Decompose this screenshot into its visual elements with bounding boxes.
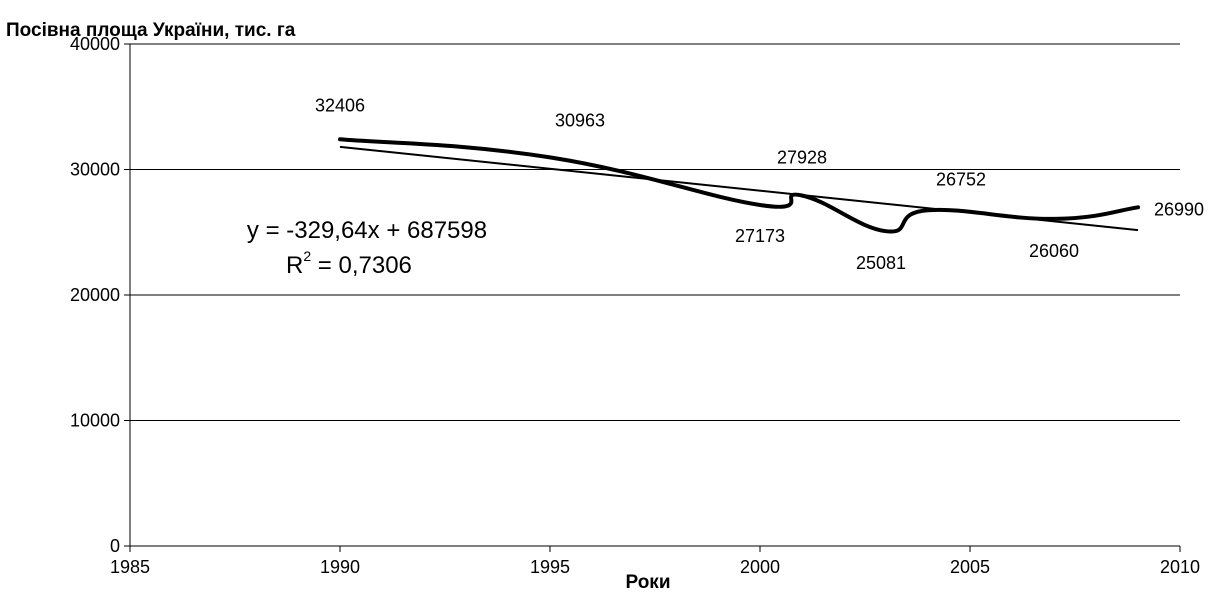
data-label-2007: 26060 — [1029, 241, 1079, 261]
data-label-1990: 32406 — [315, 95, 365, 115]
r2-exponent: 2 — [303, 248, 311, 264]
axes — [124, 43, 1181, 552]
data-label-2000: 27173 — [735, 226, 785, 246]
y-tick-label-20000: 20000 — [70, 285, 120, 305]
r2-value: = 0,7306 — [311, 252, 412, 279]
y-tick-label-0: 0 — [110, 536, 120, 556]
x-tick-label-1990: 1990 — [320, 557, 360, 577]
data-series — [338, 137, 1140, 234]
x-tick-label-2000: 2000 — [740, 557, 780, 577]
x-tick-labels: 1985 1990 1995 2000 2005 2010 — [110, 557, 1200, 577]
grid-lines — [130, 43, 1180, 421]
data-label-1995: 30963 — [555, 110, 605, 130]
y-tick-label-10000: 10000 — [70, 411, 120, 431]
x-axis-title: Роки — [626, 572, 671, 593]
x-tick-label-2010: 2010 — [1160, 557, 1200, 577]
trendline-r2: R2 = 0,7306 — [286, 248, 412, 279]
data-label-2003: 25081 — [856, 253, 906, 273]
x-tick-label-2005: 2005 — [950, 557, 990, 577]
y-axis-title: Посівна площа України, тис. га — [6, 20, 296, 41]
data-label-2004: 26752 — [936, 169, 986, 189]
data-label-2009: 26990 — [1154, 199, 1204, 219]
y-tick-label-40000: 40000 — [70, 34, 120, 54]
r2-prefix: R — [286, 252, 303, 279]
data-labels: 32406 30963 27173 27928 25081 26752 26060 26990 — [315, 95, 1204, 273]
trendline-equation: y = -329,64x + 687598 — [247, 217, 487, 244]
data-label-2001: 27928 — [777, 148, 827, 168]
x-tick-label-1995: 1995 — [530, 557, 570, 577]
y-tick-labels: 0 10000 20000 30000 40000 — [70, 34, 120, 556]
x-tick-label-1985: 1985 — [110, 557, 150, 577]
series-line — [338, 137, 1140, 234]
y-tick-label-30000: 30000 — [70, 160, 120, 180]
